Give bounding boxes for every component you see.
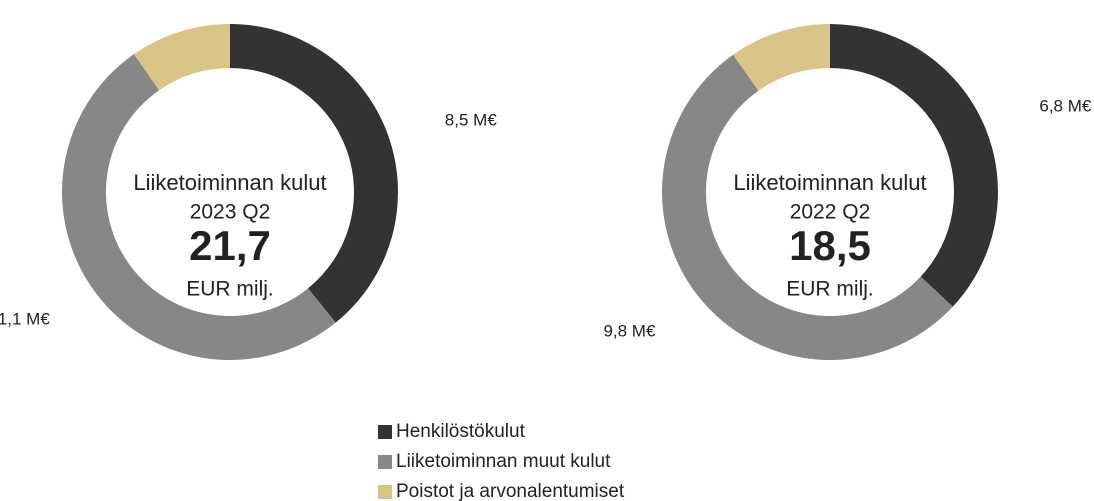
center-unit: EUR milj.: [186, 278, 274, 301]
donut-segment: [830, 24, 998, 307]
legend-swatch: [378, 485, 392, 499]
center-title: Liiketoiminnan kulut: [733, 170, 926, 195]
center-total: 18,5: [789, 222, 871, 269]
value-label: 9,8 M€: [603, 321, 656, 340]
donut-segment: [733, 24, 830, 91]
center-subtitle: 2022 Q2: [790, 201, 871, 224]
value-label: 8,5 M€: [445, 110, 498, 129]
donut-segment: [662, 54, 953, 360]
value-label: 11,1 M€: [0, 309, 50, 328]
legend-label: Henkilöstökulut: [396, 421, 526, 442]
center-unit: EUR milj.: [786, 278, 874, 301]
legend-label: Poistot ja arvonalentumiset: [396, 481, 625, 501]
donut-segment: [134, 24, 230, 91]
center-total: 21,7: [189, 222, 271, 269]
center-title: Liiketoiminnan kulut: [133, 170, 326, 195]
donut-segment: [230, 24, 398, 323]
legend-swatch: [378, 455, 392, 469]
legend-swatch: [378, 425, 392, 439]
center-subtitle: 2023 Q2: [190, 201, 271, 224]
value-label: 6,8 M€: [1039, 97, 1092, 116]
donut-segment: [61, 54, 336, 361]
legend-label: Liiketoiminnan muut kulut: [396, 451, 611, 472]
